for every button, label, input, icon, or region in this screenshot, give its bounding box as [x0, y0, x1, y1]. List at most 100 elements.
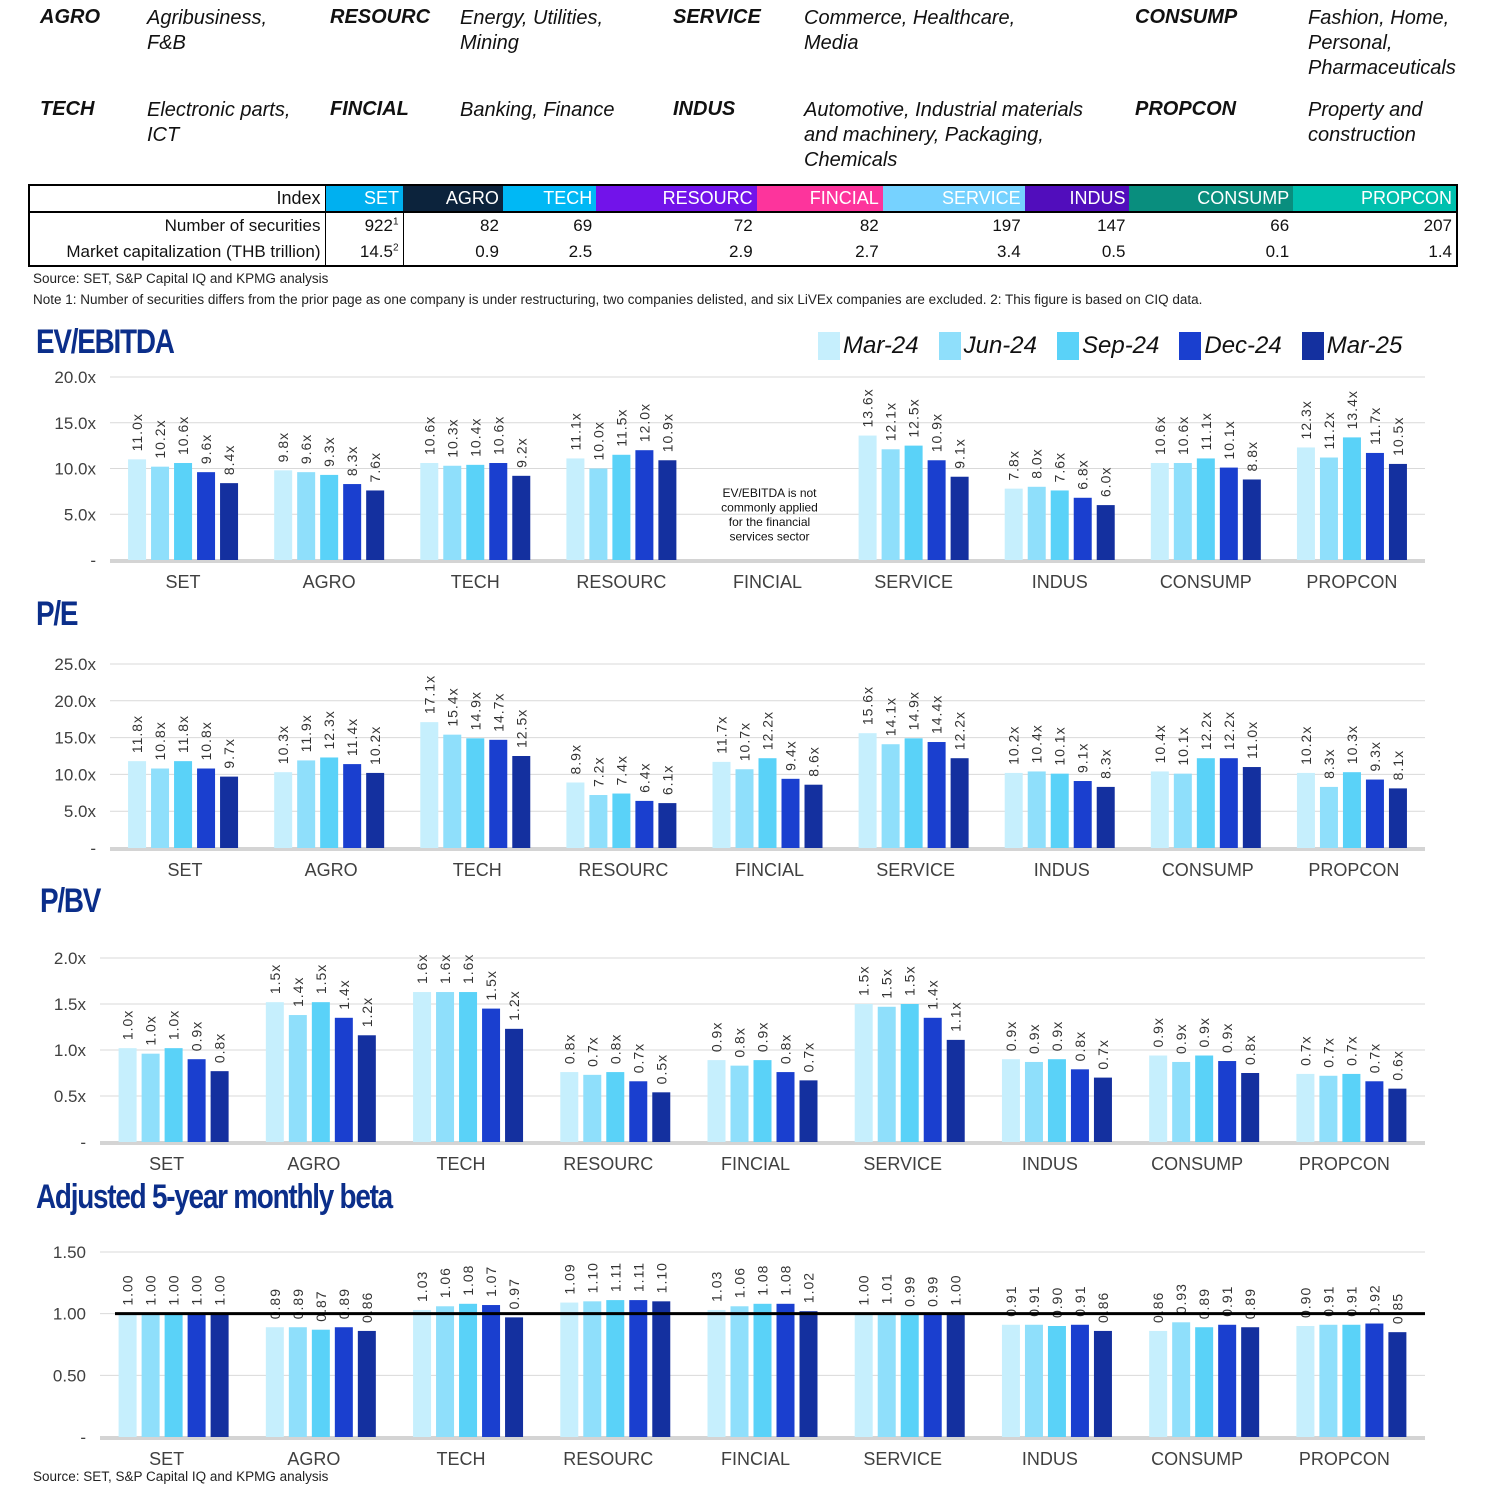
- legend-swatch: [818, 332, 840, 360]
- sector-code: TECH: [40, 98, 95, 120]
- table-cell: 14.52: [325, 239, 404, 266]
- data-label: 10.2x: [367, 726, 383, 765]
- bar: [1173, 773, 1192, 848]
- table-cell: 82: [479, 216, 499, 235]
- data-label: 0.97: [506, 1278, 522, 1309]
- bar: [1196, 458, 1215, 560]
- bar: [413, 992, 432, 1142]
- bar: [357, 1035, 376, 1142]
- data-label: 1.1x: [948, 1001, 964, 1031]
- x-category-label: RESOURC: [563, 1154, 653, 1174]
- data-label: 0.91: [1343, 1286, 1359, 1317]
- data-label: 14.7x: [490, 693, 506, 732]
- bar: [489, 463, 508, 560]
- index-table-header: Index SET AGRO TECH RESOURC FINCIAL SERV…: [29, 185, 1457, 213]
- chart-title-pe: P/E: [36, 595, 78, 633]
- data-label: 0.9x: [1219, 1023, 1235, 1053]
- x-category-label: RESOURC: [563, 1449, 653, 1469]
- bar: [589, 795, 608, 848]
- data-label: 11.2x: [1321, 411, 1337, 449]
- data-label: 9.8x: [275, 432, 291, 462]
- index-header-label: Index: [29, 185, 326, 213]
- data-label: 1.06: [732, 1267, 748, 1298]
- sector-definitions: AGRO Agribusiness, F&B RESOURC Energy, U…: [0, 0, 1495, 180]
- index-column-header: INDUS: [1024, 185, 1130, 213]
- data-label: 1.0x: [166, 1010, 182, 1040]
- data-label: 0.9x: [1173, 1023, 1189, 1053]
- x-category-label: CONSUMP: [1151, 1154, 1243, 1174]
- bar: [420, 722, 439, 848]
- bar: [900, 1314, 919, 1437]
- bar: [1319, 457, 1338, 560]
- data-label: 0.7x: [801, 1042, 817, 1072]
- bar: [443, 734, 462, 848]
- bar: [735, 769, 754, 848]
- legend-item: Dec-24: [1179, 332, 1282, 360]
- data-label: 0.8x: [778, 1034, 794, 1064]
- data-label: 1.4x: [336, 979, 352, 1009]
- data-label: 0.91: [1026, 1286, 1042, 1317]
- data-label: 0.5x: [653, 1054, 669, 1084]
- bar: [1172, 1322, 1191, 1437]
- legend-swatch: [1301, 332, 1324, 360]
- bar: [334, 1327, 353, 1437]
- y-tick-label: -: [90, 839, 96, 858]
- data-label: 0.91: [1003, 1286, 1019, 1317]
- data-label: 1.5x: [902, 966, 918, 996]
- bar: [1296, 1073, 1315, 1142]
- source-note-bottom: Source: SET, S&P Capital IQ and KPMG ana…: [33, 1469, 329, 1484]
- data-label: 1.00: [166, 1274, 182, 1305]
- bar: [877, 1006, 896, 1142]
- data-label: 14.4x: [929, 695, 945, 734]
- bar: [927, 742, 946, 848]
- data-label: 10.1x: [1175, 726, 1191, 765]
- x-category-label: INDUS: [1034, 860, 1090, 880]
- bar: [489, 739, 508, 848]
- data-label: 10.0x: [590, 421, 606, 460]
- data-label: 0.7x: [1320, 1037, 1336, 1067]
- data-label: 10.6x: [1175, 416, 1191, 455]
- data-label: 0.9x: [755, 1022, 771, 1052]
- data-label: 0.89: [290, 1288, 306, 1319]
- sector-code: PROPCON: [1135, 98, 1237, 120]
- data-label: 0.9x: [1026, 1023, 1042, 1053]
- bar: [854, 1313, 873, 1437]
- bar: [197, 768, 216, 848]
- data-label: 9.1x: [952, 438, 968, 468]
- index-column-header: FINCIAL: [756, 185, 883, 213]
- legend-item: Jun-24: [938, 332, 1037, 360]
- data-label: 0.93: [1173, 1283, 1189, 1314]
- data-label: 0.7x: [1095, 1039, 1111, 1069]
- data-label: 11.7x: [714, 716, 730, 754]
- data-label: 10.6x: [421, 416, 437, 455]
- data-label: 10.4x: [467, 418, 483, 457]
- bar: [1196, 758, 1215, 848]
- table-cell: 2.9: [729, 242, 753, 261]
- data-label: 0.89: [1242, 1288, 1258, 1319]
- bar: [366, 490, 385, 560]
- bar: [712, 761, 731, 848]
- bar: [1173, 463, 1192, 560]
- bar: [758, 758, 777, 848]
- data-label: 8.0x: [1029, 448, 1045, 478]
- bar: [151, 768, 170, 848]
- data-label: 0.7x: [1343, 1035, 1359, 1065]
- data-label: 7.8x: [1006, 450, 1022, 480]
- bar: [1342, 1073, 1361, 1142]
- x-category-label: SET: [168, 860, 203, 880]
- x-category-label: SET: [166, 572, 201, 592]
- data-label: 7.2x: [590, 757, 606, 787]
- y-tick-label: 10.0x: [54, 460, 96, 479]
- y-tick-label: -: [80, 1133, 86, 1152]
- bar: [1319, 1075, 1338, 1142]
- data-label: 1.08: [778, 1265, 794, 1296]
- data-label: 11.9x: [298, 714, 314, 752]
- data-label: 7.6x: [1052, 452, 1068, 482]
- data-label: 0.7x: [584, 1036, 600, 1066]
- bar: [274, 470, 293, 560]
- data-label: 1.02: [801, 1272, 817, 1303]
- bar: [1004, 772, 1023, 848]
- legend-swatch: [1056, 332, 1079, 360]
- data-label: 0.99: [925, 1276, 941, 1307]
